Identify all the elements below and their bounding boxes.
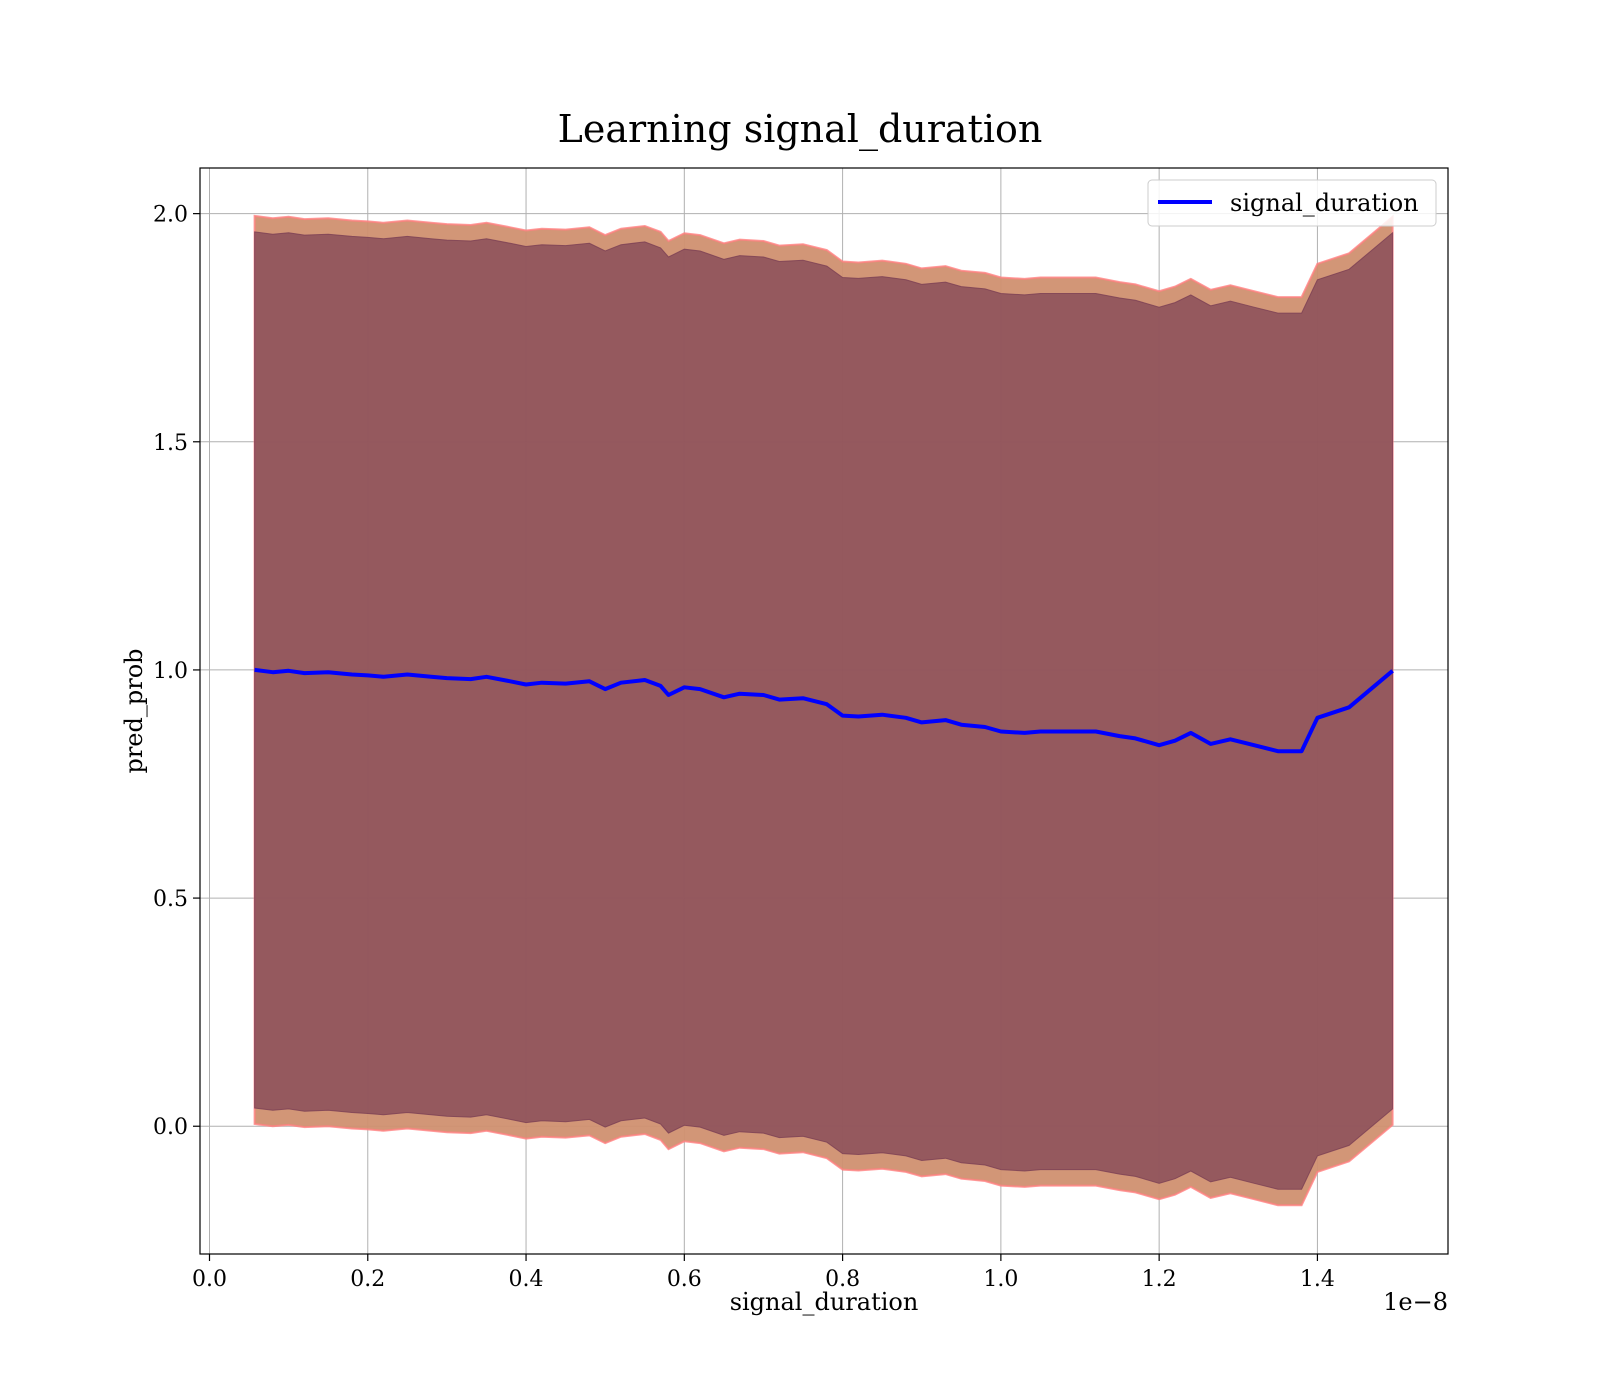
legend-box <box>1147 179 1437 227</box>
x-axis-label: signal_duration <box>730 1288 919 1316</box>
series-lines <box>254 667 1394 754</box>
chart-title: Learning signal_duration <box>558 107 1043 152</box>
y-axis-label: pred_prob <box>120 648 148 773</box>
x-tick-label: 0.6 <box>667 1267 702 1292</box>
x-tick-label: 0.0 <box>192 1267 227 1292</box>
x-tick-label: 1.4 <box>1300 1267 1335 1292</box>
x-tick-label: 1.2 <box>1142 1267 1177 1292</box>
y-tick-label: 0.0 <box>153 1115 188 1140</box>
series-line-signal-duration <box>254 667 1394 754</box>
x-tick-label: 0.8 <box>825 1267 860 1292</box>
y-tick-label: 2.0 <box>153 203 188 228</box>
ticks: 0.0 0.2 0.4 0.6 0.8 1.0 1.2 1.4 0.0 0.5 1.0 1.5 2.0 <box>153 203 1335 1292</box>
plot-frame <box>199 167 1449 1255</box>
inner-band <box>254 231 1394 1190</box>
legend-label-signal-duration: signal_duration <box>1230 189 1419 217</box>
x-offset-text: 1e−8 <box>1383 1288 1448 1316</box>
y-tick-label: 0.5 <box>153 887 188 912</box>
x-tick-label: 1.0 <box>983 1267 1018 1292</box>
x-tick-label: 0.4 <box>509 1267 544 1292</box>
bands <box>253 214 1394 1207</box>
legend: signal_duration <box>1147 179 1437 227</box>
x-tick-label: 0.2 <box>350 1267 385 1292</box>
y-tick-label: 1.0 <box>153 659 188 684</box>
y-tick-label: 1.5 <box>153 431 188 456</box>
